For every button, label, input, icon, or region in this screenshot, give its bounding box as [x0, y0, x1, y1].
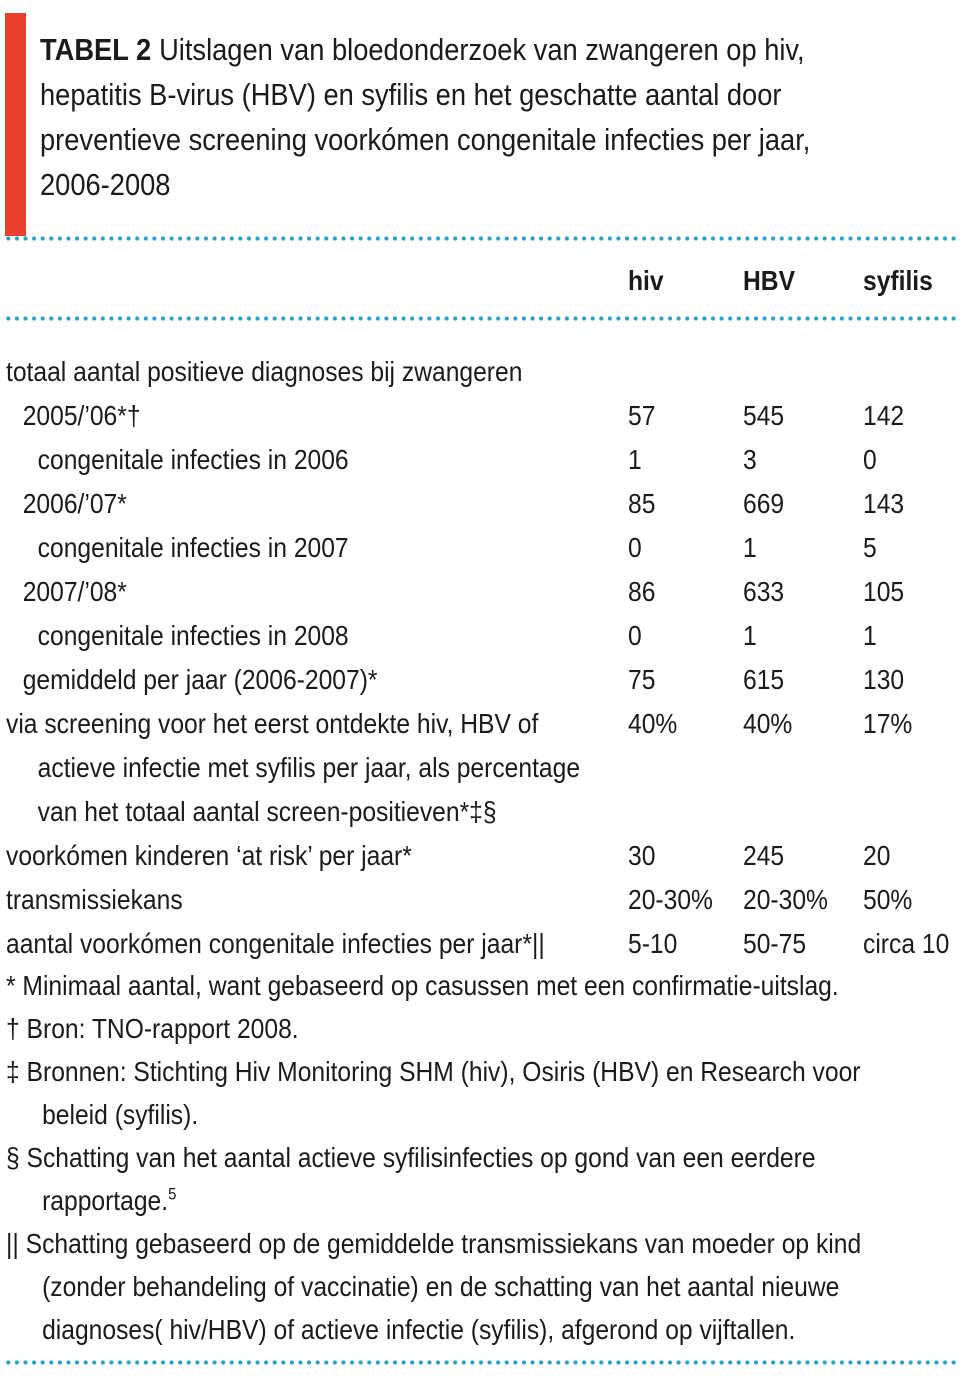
cell-syfilis: 0 — [863, 444, 877, 475]
cell-syfilis: 130 — [863, 664, 905, 695]
cell-syfilis: 143 — [863, 488, 905, 519]
cell-hbv: 1 — [743, 620, 757, 651]
cell-hiv: 85 — [628, 488, 656, 519]
reference-superscript: 5 — [168, 1184, 177, 1204]
cell-syfilis: 17% — [863, 708, 913, 739]
cell-hiv: 57 — [628, 400, 656, 431]
table-row: congenitale infecties in 2008 0 1 1 — [6, 614, 956, 658]
table-row: 2005/’06*† 57 545 142 — [6, 394, 956, 438]
row-label-line-2: actieve infectie met syfilis per jaar, a… — [37, 752, 581, 783]
row-label-line-3: van het totaal aantal screen-positieven*… — [37, 796, 497, 827]
table-row: 2006/’07* 85 669 143 — [6, 482, 956, 526]
footnote-double-dagger-line-2: beleid (syfilis). — [42, 1099, 199, 1130]
table-row: voorkómen kinderen ‘at risk’ per jaar* 3… — [6, 834, 956, 878]
cell-hbv: 20-30% — [743, 884, 828, 915]
cell-syfilis: 105 — [863, 576, 905, 607]
table-body: totaal aantal positieve diagnoses bij zw… — [6, 350, 956, 966]
footnote-asterisk: * Minimaal aantal, want gebaseerd op cas… — [6, 970, 839, 1001]
row-label: 2005/’06*† — [22, 400, 141, 431]
cell-hbv — [743, 350, 849, 394]
cell-hiv: 75 — [628, 664, 656, 695]
dotted-separator-top — [4, 236, 960, 241]
row-label: voorkómen kinderen ‘at risk’ per jaar* — [6, 840, 412, 871]
table-row: 2007/’08* 86 633 105 — [6, 570, 956, 614]
cell-hbv: 615 — [743, 664, 785, 695]
cell-syfilis: circa 10 — [863, 928, 950, 959]
cell-hiv: 0 — [628, 620, 642, 651]
col-header-hiv: hiv — [628, 265, 664, 296]
cell-hbv: 633 — [743, 576, 785, 607]
cell-hiv: 5-10 — [628, 928, 678, 959]
table-row: congenitale infecties in 2006 1 3 0 — [6, 438, 956, 482]
row-label: gemiddeld per jaar (2006-2007)* — [22, 664, 378, 695]
table-row: aantal voorkómen congenitale infecties p… — [6, 922, 956, 966]
row-label: 2006/’07* — [22, 488, 127, 519]
footnotes: * Minimaal aantal, want gebaseerd op cas… — [6, 964, 956, 1351]
cell-syfilis: 50% — [863, 884, 913, 915]
col-header-hbv: HBV — [743, 265, 796, 296]
footnote-section-cont-text: rapportage. — [42, 1185, 169, 1216]
row-label: aantal voorkómen congenitale infecties p… — [6, 928, 545, 959]
cell-hbv: 1 — [743, 532, 757, 563]
cell-hiv: 40% — [628, 708, 678, 739]
title-line-3: preventieve screening voorkómen congenit… — [40, 122, 811, 157]
footnote-double-dagger-line-1: ‡ Bronnen: Stichting Hiv Monitoring SHM … — [6, 1056, 861, 1087]
footnote-pipes-line-3: diagnoses( hiv/HBV) of actieve infectie … — [42, 1314, 796, 1345]
title-line-1: TABEL 2 Uitslagen van bloedonderzoek van … — [40, 27, 810, 72]
title-line-4: 2006-2008 — [40, 167, 171, 202]
cell-hbv: 245 — [743, 840, 785, 871]
row-label: 2007/’08* — [22, 576, 127, 607]
dotted-separator-header — [4, 316, 960, 321]
footnote-dagger: † Bron: TNO-rapport 2008. — [6, 1013, 299, 1044]
cell-hbv: 40% — [743, 708, 793, 739]
title-text: Uitslagen van bloedonderzoek van zwanger… — [159, 32, 805, 67]
table-header-row: hiv HBV syfilis — [6, 258, 956, 304]
footnote-pipes-line-2: (zonder behandeling of vaccinatie) en de… — [42, 1271, 840, 1302]
table-number-label: TABEL 2 — [40, 32, 152, 67]
red-accent-bar — [5, 13, 26, 236]
row-label: congenitale infecties in 2007 — [37, 532, 349, 563]
cell-syfilis — [863, 350, 945, 394]
table-row: congenitale infecties in 2007 0 1 5 — [6, 526, 956, 570]
cell-hbv: 545 — [743, 400, 785, 431]
cell-hiv: 20-30% — [628, 884, 713, 915]
table-row: gemiddeld per jaar (2006-2007)* 75 615 1… — [6, 658, 956, 702]
row-label: congenitale infecties in 2006 — [37, 444, 349, 475]
cell-syfilis: 20 — [863, 840, 891, 871]
cell-hiv: 1 — [628, 444, 642, 475]
header-spacer — [6, 258, 628, 304]
table-row: via screening voor het eerst ontdekte hi… — [6, 702, 956, 834]
cell-hiv: 86 — [628, 576, 656, 607]
footnote-pipes-line-1: || Schatting gebaseerd op de gemiddelde … — [6, 1228, 862, 1259]
row-label: transmissiekans — [6, 884, 183, 915]
cell-syfilis: 1 — [863, 620, 877, 651]
row-label: totaal aantal positieve diagnoses bij zw… — [6, 356, 523, 387]
row-label-multiline: via screening voor het eerst ontdekte hi… — [6, 702, 628, 834]
cell-hiv: 30 — [628, 840, 656, 871]
cell-syfilis: 5 — [863, 532, 877, 563]
cell-syfilis: 142 — [863, 400, 905, 431]
row-label: via screening voor het eerst ontdekte hi… — [6, 708, 539, 739]
cell-hiv — [628, 350, 729, 394]
cell-hbv: 50-75 — [743, 928, 807, 959]
title-line-2: hepatitis B-virus (HBV) en syfilis en he… — [40, 77, 782, 112]
table-row: totaal aantal positieve diagnoses bij zw… — [6, 350, 956, 394]
dotted-separator-bottom — [4, 1360, 960, 1365]
col-header-syfilis: syfilis — [863, 265, 933, 296]
cell-hbv: 3 — [743, 444, 757, 475]
row-label: congenitale infecties in 2008 — [37, 620, 349, 651]
table-title: TABEL 2 Uitslagen van bloedonderzoek van … — [40, 27, 915, 207]
footnote-section-line-1: § Schatting van het aantal actieve syfil… — [6, 1142, 816, 1173]
cell-hiv: 0 — [628, 532, 642, 563]
table-row: transmissiekans 20-30% 20-30% 50% — [6, 878, 956, 922]
footnote-section-line-2: rapportage.5 — [6, 1179, 842, 1222]
cell-hbv: 669 — [743, 488, 785, 519]
